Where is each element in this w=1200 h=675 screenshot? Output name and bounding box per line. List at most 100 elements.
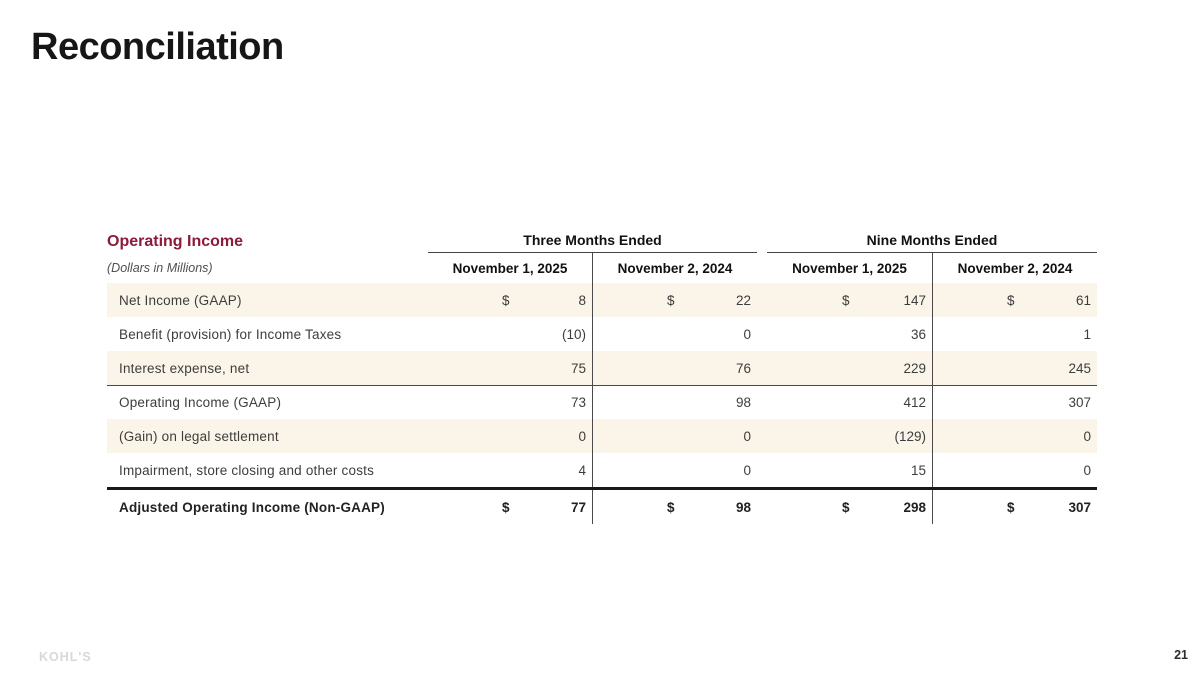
- kohls-logo: KOHL'S: [39, 650, 92, 664]
- table-cell: 73: [428, 386, 593, 419]
- cell-value: 36: [910, 326, 926, 342]
- cell-value: 0: [1083, 462, 1091, 478]
- cell-value: 76: [735, 360, 751, 376]
- column-group-gap: [757, 283, 767, 317]
- table-cell: $98: [593, 490, 757, 524]
- table-cell: 0: [593, 317, 757, 351]
- cell-value: 75: [570, 360, 586, 376]
- row-label: Interest expense, net: [119, 360, 250, 376]
- table-cell: 0: [593, 419, 757, 453]
- cell-value: 98: [735, 499, 751, 515]
- table-cell: 307: [933, 386, 1097, 419]
- dollar-sign: $: [1007, 292, 1015, 308]
- cell-value: 0: [743, 428, 751, 444]
- reconciliation-table: Operating Income Three Months Ended Nine…: [107, 228, 1097, 524]
- cell-value: 0: [743, 326, 751, 342]
- table-cell: 245: [933, 351, 1097, 385]
- cell-value: 77: [570, 499, 586, 515]
- column-header-2: November 2, 2024: [617, 260, 733, 276]
- cell-value: 307: [1068, 395, 1091, 410]
- table-cell: 0: [933, 419, 1097, 453]
- table-cell: 98: [593, 386, 757, 419]
- table-row: Operating Income (GAAP) 73 98 412 307: [107, 385, 1097, 419]
- table-cell: 15: [767, 453, 933, 487]
- table-cell: 1: [933, 317, 1097, 351]
- col-group-nine-months: Nine Months Ended: [767, 228, 1097, 253]
- col-group-three-months: Three Months Ended: [428, 228, 757, 253]
- table-cell: $77: [428, 490, 593, 524]
- table-cell: $22: [593, 283, 757, 317]
- table-column-header-row: (Dollars in Millions) November 1, 2025 N…: [107, 253, 1097, 283]
- row-label: Impairment, store closing and other cost…: [119, 462, 375, 478]
- row-label: Operating Income (GAAP): [119, 395, 282, 410]
- row-label: Benefit (provision) for Income Taxes: [119, 326, 342, 342]
- table-cell: (129): [767, 419, 933, 453]
- dollar-sign: $: [502, 292, 510, 308]
- cell-value: 412: [903, 395, 926, 410]
- cell-value: (129): [894, 428, 926, 444]
- table-cell: $8: [428, 283, 593, 317]
- cell-value: 147: [903, 292, 926, 308]
- cell-value: 8: [578, 292, 586, 308]
- cell-value: 229: [903, 360, 926, 376]
- table-cell: 412: [767, 386, 933, 419]
- cell-value: (10): [561, 326, 586, 342]
- page-number: 21: [1174, 648, 1188, 662]
- page-title: Reconciliation: [31, 26, 284, 68]
- cell-value: 298: [903, 499, 926, 515]
- table-cell: 76: [593, 351, 757, 385]
- dollar-sign: $: [667, 292, 675, 308]
- table-cell: 4: [428, 453, 593, 487]
- column-group-gap: [757, 351, 767, 385]
- cell-value: 307: [1068, 499, 1091, 515]
- cell-value: 0: [578, 428, 586, 444]
- dollar-sign: $: [667, 499, 675, 515]
- table-cell: 0: [428, 419, 593, 453]
- cell-value: 22: [735, 292, 751, 308]
- table-cell: $298: [767, 490, 933, 524]
- table-row: Interest expense, net 75 76 229 245: [107, 351, 1097, 385]
- table-row: Net Income (GAAP) $8 $22 $147 $61: [107, 283, 1097, 317]
- table-row: Benefit (provision) for Income Taxes (10…: [107, 317, 1097, 351]
- table-total-row: Adjusted Operating Income (Non-GAAP) $77…: [107, 487, 1097, 524]
- table-cell: 36: [767, 317, 933, 351]
- table-cell: 0: [593, 453, 757, 487]
- table-cell: (10): [428, 317, 593, 351]
- units-note: (Dollars in Millions): [107, 261, 213, 275]
- table-cell: 229: [767, 351, 933, 385]
- column-group-gap: [757, 419, 767, 453]
- row-label: Adjusted Operating Income (Non-GAAP): [119, 499, 385, 515]
- table-group-header-row: Operating Income Three Months Ended Nine…: [107, 228, 1097, 253]
- section-title: Operating Income: [107, 233, 244, 250]
- cell-value: 0: [1083, 428, 1091, 444]
- column-group-gap: [757, 490, 767, 524]
- dollar-sign: $: [1007, 499, 1015, 515]
- column-group-gap: [757, 453, 767, 487]
- table-cell: 75: [428, 351, 593, 385]
- dollar-sign: $: [502, 499, 510, 515]
- cell-value: 1: [1083, 326, 1091, 342]
- column-header-1: November 1, 2025: [428, 253, 593, 283]
- cell-value: 61: [1075, 292, 1091, 308]
- column-header-3: November 1, 2025: [767, 253, 933, 283]
- cell-value: 73: [570, 395, 586, 410]
- dollar-sign: $: [842, 499, 850, 515]
- cell-value: 245: [1068, 360, 1091, 376]
- table-cell: 0: [933, 453, 1097, 487]
- table-cell: $61: [933, 283, 1097, 317]
- table-row: Impairment, store closing and other cost…: [107, 453, 1097, 487]
- column-header-4: November 2, 2024: [957, 260, 1073, 276]
- row-label: Net Income (GAAP): [119, 292, 242, 308]
- dollar-sign: $: [842, 292, 850, 308]
- cell-value: 4: [578, 462, 586, 478]
- table-cell: $147: [767, 283, 933, 317]
- cell-value: 0: [743, 462, 751, 478]
- table-row: (Gain) on legal settlement 0 0 (129) 0: [107, 419, 1097, 453]
- cell-value: 98: [735, 395, 751, 410]
- table-cell: $307: [933, 490, 1097, 524]
- column-group-gap: [757, 317, 767, 351]
- cell-value: 15: [910, 462, 926, 478]
- row-label: (Gain) on legal settlement: [119, 428, 279, 444]
- column-group-gap: [757, 386, 767, 419]
